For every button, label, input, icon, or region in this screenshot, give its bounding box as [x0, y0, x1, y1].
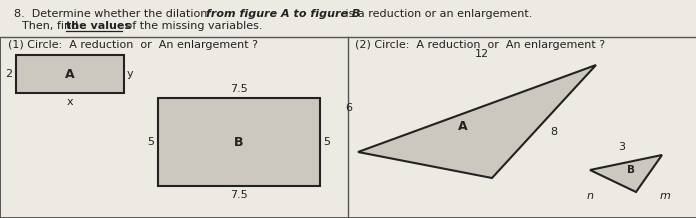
Text: from figure A to figure B: from figure A to figure B — [206, 9, 361, 19]
Text: Then, find: Then, find — [22, 21, 81, 31]
Text: 8.  Determine whether the dilation: 8. Determine whether the dilation — [14, 9, 211, 19]
Bar — [158, 98, 320, 186]
Text: 8: 8 — [550, 127, 557, 137]
Text: y: y — [127, 69, 134, 79]
Text: 2: 2 — [5, 69, 12, 79]
Text: (2) Circle:  A reduction  or  An enlargement ?: (2) Circle: A reduction or An enlargemen… — [355, 40, 605, 50]
Text: the values: the values — [66, 21, 131, 31]
Polygon shape — [590, 155, 662, 192]
Polygon shape — [358, 65, 596, 178]
Text: 5: 5 — [147, 137, 154, 147]
Text: m: m — [660, 191, 670, 201]
Text: x: x — [67, 97, 73, 107]
Bar — [16, 55, 124, 93]
Text: A: A — [458, 119, 468, 133]
Text: A: A — [65, 68, 74, 80]
Text: 6: 6 — [345, 103, 352, 113]
Text: n: n — [587, 191, 594, 201]
Text: of the missing variables.: of the missing variables. — [122, 21, 262, 31]
Text: 7.5: 7.5 — [230, 190, 248, 200]
Text: is a reduction or an enlargement.: is a reduction or an enlargement. — [342, 9, 532, 19]
Text: (1) Circle:  A reduction  or  An enlargement ?: (1) Circle: A reduction or An enlargemen… — [8, 40, 258, 50]
Text: B: B — [627, 165, 635, 175]
Text: 3: 3 — [619, 142, 626, 152]
Text: 7.5: 7.5 — [230, 84, 248, 94]
Text: B: B — [235, 136, 244, 148]
Text: 12: 12 — [475, 49, 489, 59]
Text: 5: 5 — [323, 137, 330, 147]
